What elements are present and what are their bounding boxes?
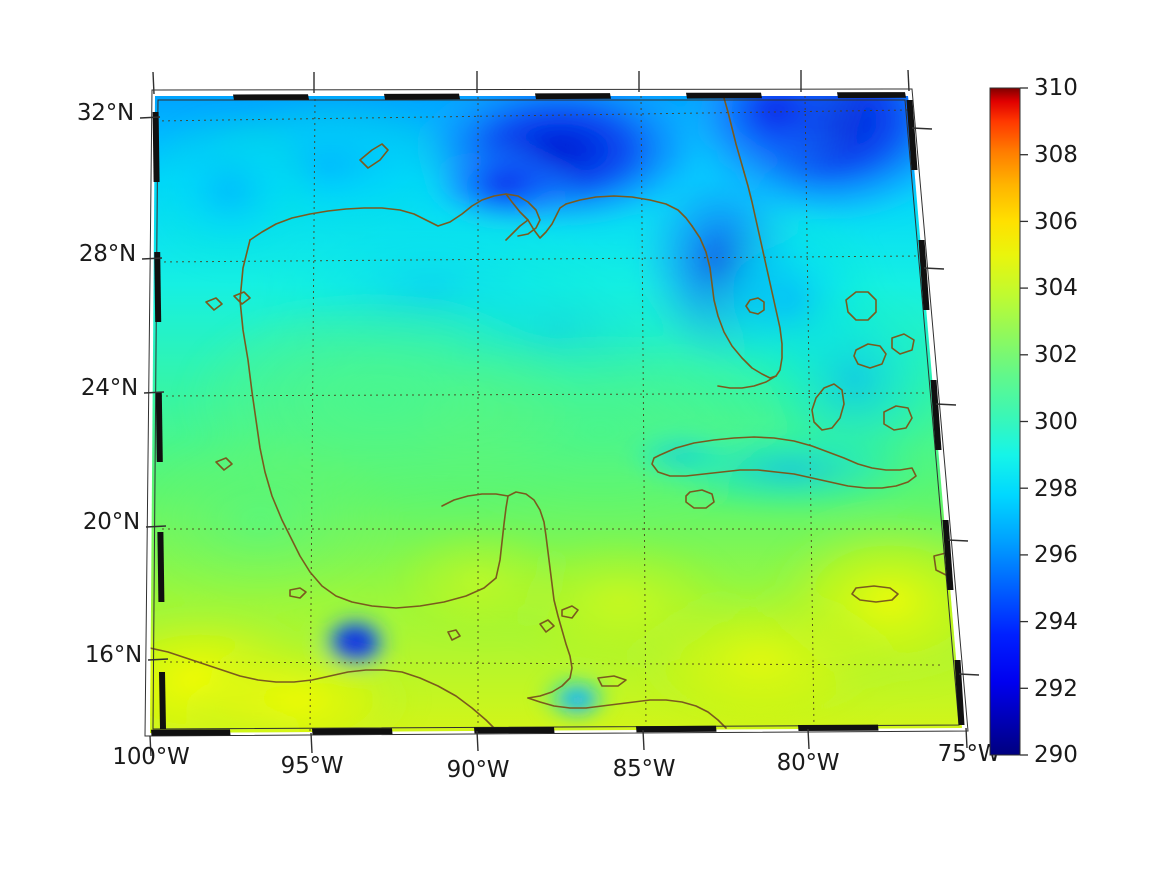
lat-tick-label-16n: 16°N: [84, 642, 142, 668]
colorbar-tick-296: 296: [1034, 542, 1078, 568]
colorbar-tick-300: 300: [1034, 409, 1078, 435]
graticule: [155, 96, 945, 733]
lon-tick-label-100w: 100°W: [112, 744, 190, 770]
colorbar-tick-292: 292: [1034, 676, 1078, 702]
lat-tick-label-24n: 24°N: [80, 375, 138, 401]
lon-tick-label-95w: 95°W: [280, 753, 344, 779]
colorbar-tick-290: 290: [1034, 742, 1078, 768]
colorbar-tick-294: 294: [1034, 609, 1078, 635]
colorbar-tick-310: 310: [1034, 75, 1078, 101]
lon-tick-label-90w: 90°W: [446, 757, 510, 783]
lat-tick-label-32n: 32°N: [76, 100, 134, 126]
lat-tick-label-20n: 20°N: [82, 509, 140, 535]
lon-tick-label-80w: 80°W: [776, 750, 840, 776]
colorbar-tick-308: 308: [1034, 142, 1078, 168]
colorbar-gradient[interactable]: [989, 87, 1021, 756]
colorbar-tick-302: 302: [1034, 342, 1078, 368]
colorbar-tick-298: 298: [1034, 476, 1078, 502]
colorbar-tick-304: 304: [1034, 275, 1078, 301]
coastlines: [150, 97, 962, 733]
lon-tick-label-85w: 85°W: [612, 756, 676, 782]
colorbar-tick-306: 306: [1034, 209, 1078, 235]
map-border: [139, 69, 980, 757]
colorbar-ticks: [1020, 87, 1028, 756]
sst-field: [150, 96, 962, 733]
lat-tick-label-28n: 28°N: [78, 241, 136, 267]
